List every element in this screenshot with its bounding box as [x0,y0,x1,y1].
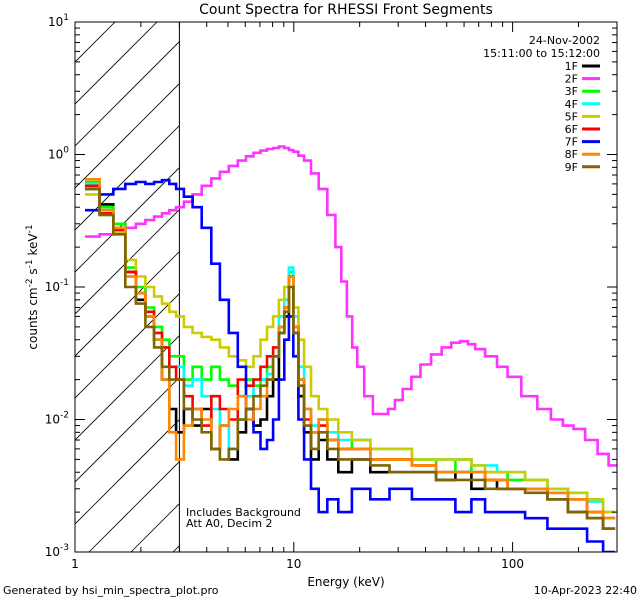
legend-label-3f: 3F [565,85,578,98]
legend-label-8f: 8F [565,148,578,161]
legend-label-7f: 7F [565,136,578,149]
x-tick-label: 1 [71,557,79,571]
date-label: 24-Nov-2002 15:11:00 to 15:12:00 [483,34,600,60]
footer-generator: Generated by hsi_min_spectra_plot.pro [3,584,219,597]
date-text: 24-Nov-2002 [529,34,600,47]
x-axis-label: Energy (keV) [307,575,384,589]
y-tick-exponent: -2 [60,411,69,421]
series-line-6f [85,184,616,520]
hatch-line [75,41,180,147]
hatch-line [0,0,117,552]
y-axis-label-exp2: -1 [25,259,35,268]
y-tick-exponent: -1 [60,278,69,288]
x-tick-label: 100 [501,557,524,571]
annotation: Includes Background Att A0, Decim 2 [186,506,301,530]
chart-title: Count Spectra for RHESSI Front Segments [199,2,493,18]
series-line-7f [85,178,616,552]
y-tick-exponent: -3 [60,543,69,553]
y-axis-label-exp1: -2 [25,278,35,287]
y-tick-label: 100 [48,146,69,162]
footer-timestamp: 10-Apr-2023 22:40 [533,584,637,597]
y-axis-label-mid: s [26,268,40,278]
legend-label-1f: 1F [565,60,578,73]
y-tick-base: 10 [48,15,63,29]
series-line-2f [85,145,617,467]
legend-label-9f: 9F [565,161,578,174]
hatch-line [75,83,180,189]
hatch-line [75,167,180,273]
y-tick-exponent: 1 [63,13,69,23]
legend-label-6f: 6F [565,123,578,136]
y-axis-label-main: counts cm [26,287,40,349]
y-tick-exponent: 0 [63,146,69,156]
hatch-line [75,125,180,231]
y-tick-label: 101 [48,13,69,29]
hatch-line [130,503,180,552]
series-line-1f [85,187,616,530]
series-layer [85,145,617,552]
legend-label-5f: 5F [565,110,578,123]
series-line-8f [85,178,616,520]
hatched-region [0,0,640,552]
hatch-line [257,0,640,552]
y-axis-label-exp3: -1 [25,224,35,233]
y-tick-label: 10-2 [45,411,69,427]
y-axis-label: counts cm-2 s-1 keV-1 [25,224,40,349]
y-tick-label: 10-1 [45,278,69,294]
hatch-line [75,419,180,525]
y-tick-base: 10 [48,148,63,162]
hatch-line [75,22,158,105]
y-tick-base: 10 [45,280,60,294]
hatch-line [75,335,180,441]
y-tick-base: 10 [45,545,60,559]
series-line-9f [85,187,616,530]
legend-label-4f: 4F [565,98,578,111]
y-axis-label-end: keV [26,233,40,260]
y-tick-base: 10 [45,413,60,427]
hatch-line [88,461,180,552]
annotation-line-2: Att A0, Decim 2 [186,517,273,530]
y-tick-label: 10-3 [45,543,69,559]
annotation-line-1: Includes Background [186,506,301,519]
hatch-clip-group [0,0,640,552]
legend-label-2f: 2F [565,73,578,86]
hatch-line [75,377,180,483]
x-tick-label: 10 [286,557,301,571]
series-line-5f [85,193,616,514]
time-range-text: 15:11:00 to 15:12:00 [483,47,600,60]
